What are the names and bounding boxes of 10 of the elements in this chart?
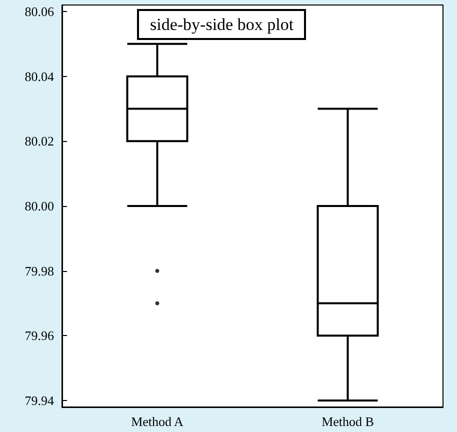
x-tick-label: Method A [131, 414, 184, 429]
y-tick-label: 80.00 [24, 198, 54, 214]
y-tick-label: 80.04 [24, 68, 54, 84]
y-tick-label: 79.98 [24, 263, 54, 278]
y-tick-label: 80.02 [24, 134, 54, 149]
y-tick-label: 79.94 [24, 393, 54, 408]
x-tick-label: Method B [322, 414, 374, 429]
text: side-by-side box plot [150, 15, 294, 34]
y-tick-label: 79.96 [24, 328, 54, 344]
y-tick-label: 80.06 [24, 4, 54, 19]
